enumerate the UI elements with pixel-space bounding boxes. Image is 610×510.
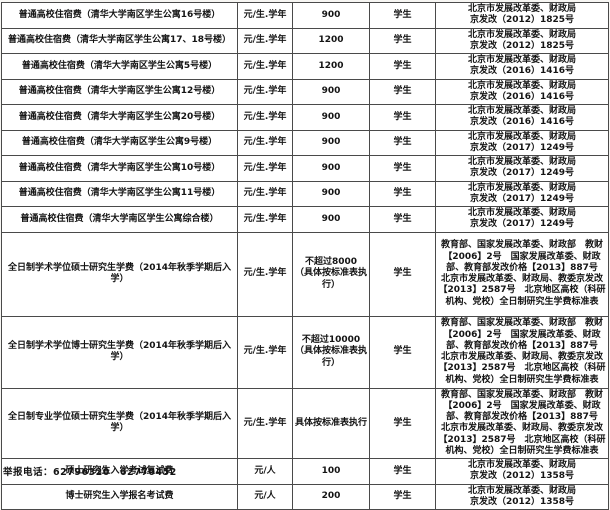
- fee-item-name: 普通高校住宿费（清华大学南区学生公寓综合楼）: [1, 206, 238, 233]
- fee-unit: 元/人: [237, 483, 293, 510]
- fee-unit: 元/生.学年: [237, 27, 293, 54]
- fee-payer: 学生: [369, 155, 436, 182]
- fee-amount: 1200: [292, 53, 370, 80]
- fee-approval-doc: 北京市发展改革委、财政局 京发改（2016）1416号: [435, 104, 609, 131]
- table-row: 普通高校住宿费（清华大学南区学生公寓20号楼） 元/生.学年 900 学生 北京…: [1, 104, 609, 131]
- fee-item-name: 普通高校住宿费（清华大学南区学生公寓20号楼）: [1, 104, 238, 131]
- fee-unit: 元/生.学年: [237, 387, 293, 459]
- fee-payer: 学生: [369, 27, 436, 54]
- fee-amount: 900: [292, 155, 370, 182]
- fee-unit: 元/生.学年: [237, 180, 293, 207]
- fee-amount: 1200: [292, 27, 370, 54]
- fee-amount: 900: [292, 104, 370, 131]
- fee-unit: 元/人: [237, 458, 293, 485]
- fee-item-name: 博士研究生入学报名考试费: [1, 483, 238, 510]
- fee-payer: 学生: [369, 2, 436, 29]
- fee-payer: 学生: [369, 53, 436, 80]
- fee-amount: 200: [292, 483, 370, 510]
- fee-approval-doc: 教育部、国家发展改革委、财政部 教财【2006】2号 国家发展改革委、财政部、教…: [435, 315, 609, 389]
- fee-amount: 不超过8000 （具体按标准表执行）: [292, 231, 370, 317]
- fee-approval-doc: 教育部、国家发展改革委、财政部 教财【2006】2号 国家发展改革委、财政部、教…: [435, 231, 609, 317]
- fee-amount: 900: [292, 78, 370, 105]
- fee-unit: 元/生.学年: [237, 206, 293, 233]
- fee-amount: 900: [292, 206, 370, 233]
- fee-approval-doc: 北京市发展改革委、财政局 京发改（2017）1249号: [435, 206, 609, 233]
- fee-payer: 学生: [369, 315, 436, 389]
- fee-amount: 100: [292, 458, 370, 485]
- fee-payer: 学生: [369, 483, 436, 510]
- fee-approval-doc: 北京市发展改革委、财政局 京发改（2012）1825号: [435, 2, 609, 29]
- report-hotline: 举报电话：62796320 62770452: [3, 467, 177, 478]
- table-row: 全日制学术学位博士研究生学费（2014年秋季学期后入学） 元/生.学年 不超过1…: [1, 315, 609, 389]
- fee-approval-doc: 北京市发展改革委、财政局 京发改（2012）1358号: [435, 483, 609, 510]
- fee-payer: 学生: [369, 129, 436, 156]
- fee-item-name: 全日制专业学位硕士研究生学费（2014年秋季学期后入学）: [1, 387, 238, 459]
- fee-item-name: 普通高校住宿费（清华大学南区学生公寓17、18号楼）: [1, 27, 238, 54]
- fee-amount: 900: [292, 180, 370, 207]
- fee-unit: 元/生.学年: [237, 53, 293, 80]
- fee-approval-doc: 北京市发展改革委、财政局 京发改（2017）1249号: [435, 180, 609, 207]
- fee-amount: 不超过10000 （具体按标准表执行）: [292, 315, 370, 389]
- fee-payer: 学生: [369, 206, 436, 233]
- table-row: 普通高校住宿费（清华大学南区学生公寓10号楼） 元/生.学年 900 学生 北京…: [1, 155, 609, 182]
- table-row: 普通高校住宿费（清华大学南区学生公寓11号楼） 元/生.学年 900 学生 北京…: [1, 180, 609, 207]
- fee-approval-doc: 北京市发展改革委、财政局 京发改（2016）1416号: [435, 78, 609, 105]
- table-row: 普通高校住宿费（清华大学南区学生公寓12号楼） 元/生.学年 900 学生 北京…: [1, 78, 609, 105]
- fee-item-name: 普通高校住宿费（清华大学南区学生公寓16号楼）: [1, 2, 238, 29]
- fee-unit: 元/生.学年: [237, 78, 293, 105]
- fee-item-name: 普通高校住宿费（清华大学南区学生公寓10号楼）: [1, 155, 238, 182]
- fee-unit: 元/生.学年: [237, 155, 293, 182]
- fee-amount: 具体按标准表执行: [292, 387, 370, 459]
- fee-item-name: 普通高校住宿费（清华大学南区学生公寓5号楼）: [1, 53, 238, 80]
- fee-approval-doc: 教育部、国家发展改革委、财政部 教财【2006】2号 国家发展改革委、财政部、教…: [435, 387, 609, 459]
- fee-approval-doc: 北京市发展改革委、财政局 京发改（2012）1825号: [435, 27, 609, 54]
- table-row: 全日制专业学位硕士研究生学费（2014年秋季学期后入学） 元/生.学年 具体按标…: [1, 387, 609, 459]
- fee-payer: 学生: [369, 78, 436, 105]
- fee-unit: 元/生.学年: [237, 129, 293, 156]
- fee-payer: 学生: [369, 104, 436, 131]
- fee-unit: 元/生.学年: [237, 231, 293, 317]
- fee-payer: 学生: [369, 180, 436, 207]
- fee-payer: 学生: [369, 231, 436, 317]
- table-row: 普通高校住宿费（清华大学南区学生公寓16号楼） 元/生.学年 900 学生 北京…: [1, 2, 609, 29]
- fee-unit: 元/生.学年: [237, 315, 293, 389]
- table-row: 普通高校住宿费（清华大学南区学生公寓9号楼） 元/生.学年 900 学生 北京市…: [1, 129, 609, 156]
- fee-item-name: 全日制学术学位硕士研究生学费（2014年秋季学期后入学）: [1, 231, 238, 317]
- fee-approval-doc: 北京市发展改革委、财政局 京发改（2012）1358号: [435, 458, 609, 485]
- fee-approval-doc: 北京市发展改革委、财政局 京发改（2017）1249号: [435, 129, 609, 156]
- table-row: 普通高校住宿费（清华大学南区学生公寓5号楼） 元/生.学年 1200 学生 北京…: [1, 53, 609, 80]
- table-row: 全日制学术学位硕士研究生学费（2014年秋季学期后入学） 元/生.学年 不超过8…: [1, 231, 609, 317]
- fee-item-name: 普通高校住宿费（清华大学南区学生公寓12号楼）: [1, 78, 238, 105]
- fee-approval-doc: 北京市发展改革委、财政局 京发改（2016）1416号: [435, 53, 609, 80]
- table-row: 普通高校住宿费（清华大学南区学生公寓综合楼） 元/生.学年 900 学生 北京市…: [1, 206, 609, 233]
- fee-unit: 元/生.学年: [237, 104, 293, 131]
- table-row: 博士研究生入学报名考试费 元/人 200 学生 北京市发展改革委、财政局 京发改…: [1, 483, 609, 510]
- fee-unit: 元/生.学年: [237, 2, 293, 29]
- fee-item-name: 普通高校住宿费（清华大学南区学生公寓9号楼）: [1, 129, 238, 156]
- fee-payer: 学生: [369, 458, 436, 485]
- fee-item-name: 普通高校住宿费（清华大学南区学生公寓11号楼）: [1, 180, 238, 207]
- fee-approval-doc: 北京市发展改革委、财政局 京发改（2017）1249号: [435, 155, 609, 182]
- fee-amount: 900: [292, 129, 370, 156]
- fee-payer: 学生: [369, 387, 436, 459]
- table-row: 普通高校住宿费（清华大学南区学生公寓17、18号楼） 元/生.学年 1200 学…: [1, 27, 609, 54]
- fee-amount: 900: [292, 2, 370, 29]
- fee-item-name: 全日制学术学位博士研究生学费（2014年秋季学期后入学）: [1, 315, 238, 389]
